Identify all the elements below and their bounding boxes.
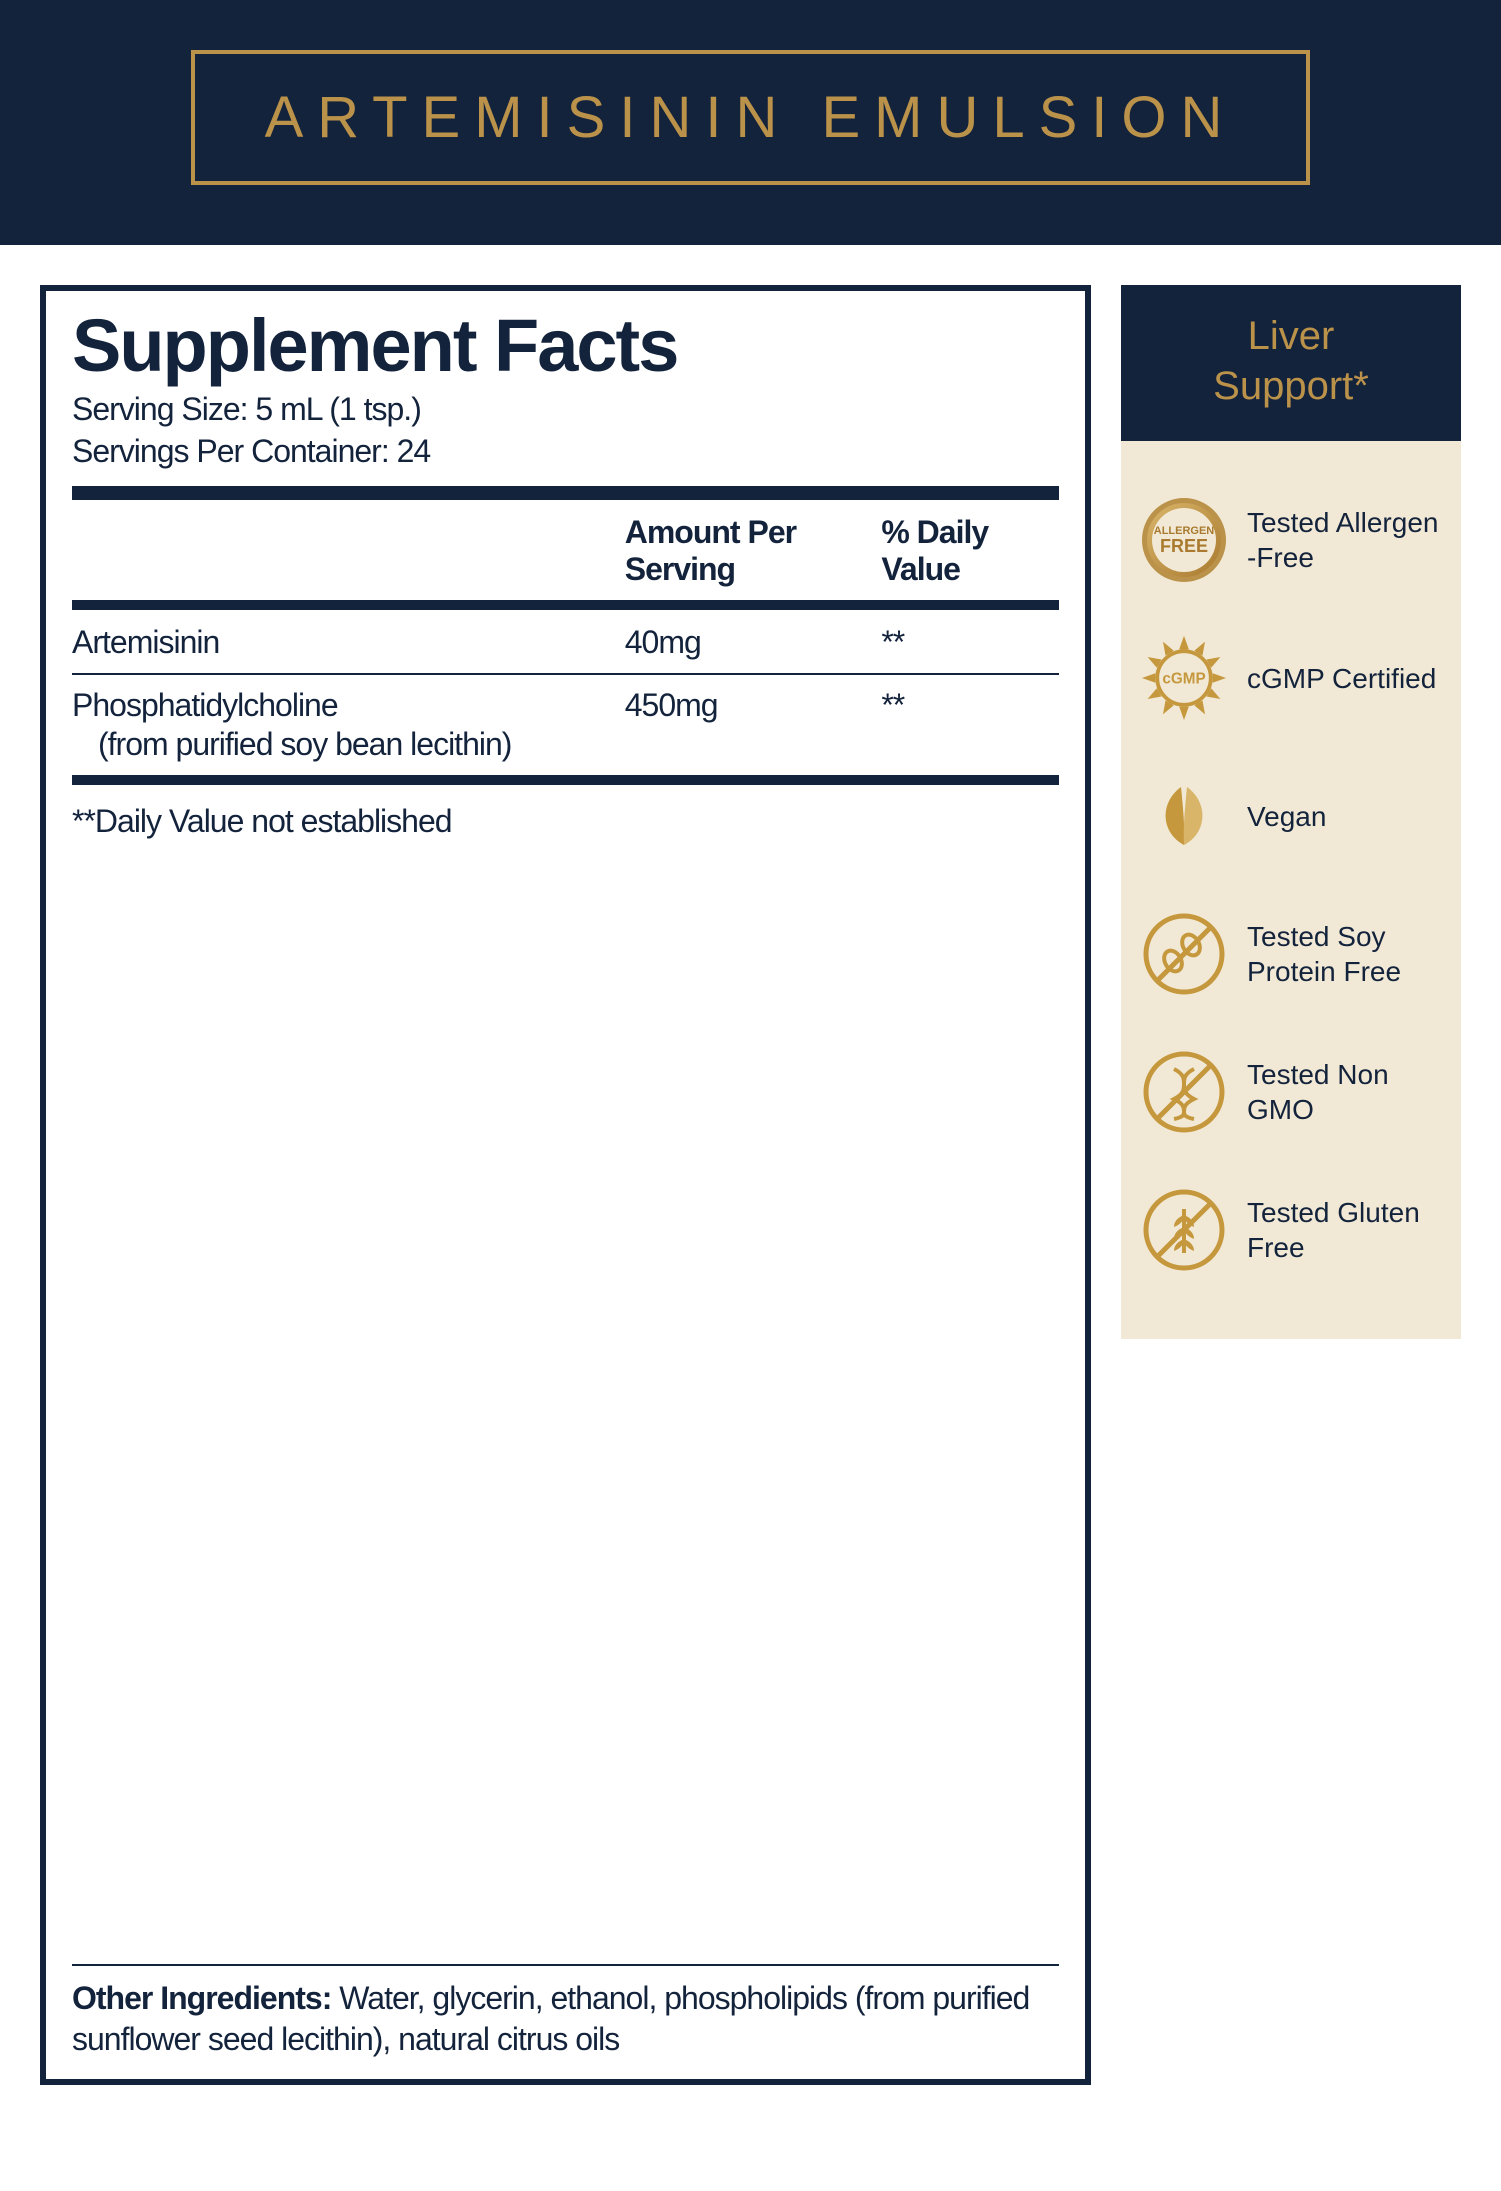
daily-value-note: **Daily Value not established [72, 803, 1059, 840]
ingredient-amount: 40mg [625, 624, 882, 661]
ingredient-row: Artemisinin 40mg ** [72, 618, 1059, 667]
content-wrap: Supplement Facts Serving Size: 5 mL (1 t… [0, 245, 1501, 2125]
col-amount: Amount Per Serving [625, 514, 882, 588]
rule [72, 486, 1059, 500]
title-box: ARTEMISININ EMULSION [191, 50, 1311, 185]
rule [72, 775, 1059, 785]
vegan-icon [1141, 773, 1227, 859]
product-title: ARTEMISININ EMULSION [265, 84, 1237, 151]
header-banner: ARTEMISININ EMULSION [0, 0, 1501, 245]
soy-free-icon [1141, 911, 1227, 997]
badge-vegan: Vegan [1141, 747, 1441, 885]
gluten-free-icon [1141, 1187, 1227, 1273]
rule [72, 673, 1059, 675]
badge-gluten-free: Tested Gluten Free [1141, 1161, 1441, 1299]
other-ingredients: Other Ingredients: Water, glycerin, etha… [72, 1964, 1059, 2061]
column-headers: Amount Per Serving % Daily Value [72, 510, 1059, 592]
cgmp-icon: cGMP [1141, 635, 1227, 721]
supplement-facts-panel: Supplement Facts Serving Size: 5 mL (1 t… [40, 285, 1091, 2085]
badge-allergen-free: ALLERGENFREE Tested Allergen -Free [1141, 471, 1441, 609]
ingredient-amount: 450mg [625, 687, 882, 724]
badge-label: Tested Gluten Free [1247, 1195, 1441, 1265]
sidebar: Liver Support* ALLERGENFREE Tested Aller… [1121, 285, 1461, 1339]
col-daily-value: % Daily Value [881, 514, 1059, 588]
badge-label: Tested Non GMO [1247, 1057, 1441, 1127]
badge-label: cGMP Certified [1247, 661, 1436, 696]
allergen-free-icon: ALLERGENFREE [1141, 497, 1227, 583]
support-line1: Liver [1131, 311, 1451, 361]
ingredient-dv: ** [881, 687, 1059, 724]
ingredient-dv: ** [881, 624, 1059, 661]
badge-label: Tested Soy Protein Free [1247, 919, 1441, 989]
support-line2: Support* [1131, 361, 1451, 411]
rule [72, 600, 1059, 610]
badge-label: Tested Allergen -Free [1247, 505, 1441, 575]
servings-per-container: Servings Per Container: 24 [72, 431, 1059, 473]
ingredient-name: Phosphatidylcholine [72, 687, 625, 724]
support-heading: Liver Support* [1121, 285, 1461, 441]
non-gmo-icon [1141, 1049, 1227, 1135]
facts-heading: Supplement Facts [72, 309, 1059, 383]
badge-label: Vegan [1247, 799, 1326, 834]
ingredient-name: Artemisinin [72, 624, 625, 661]
badge-soy-free: Tested Soy Protein Free [1141, 885, 1441, 1023]
ingredient-subline: (from purified soy bean lecithin) [72, 726, 1059, 763]
serving-size: Serving Size: 5 mL (1 tsp.) [72, 389, 1059, 431]
other-ingredients-label: Other Ingredients: [72, 1980, 331, 2016]
ingredient-row: Phosphatidylcholine 450mg ** [72, 681, 1059, 730]
badge-non-gmo: Tested Non GMO [1141, 1023, 1441, 1161]
svg-text:cGMP: cGMP [1162, 671, 1205, 688]
badge-cgmp: cGMP cGMP Certified [1141, 609, 1441, 747]
badges-list: ALLERGENFREE Tested Allergen -Free [1121, 441, 1461, 1339]
